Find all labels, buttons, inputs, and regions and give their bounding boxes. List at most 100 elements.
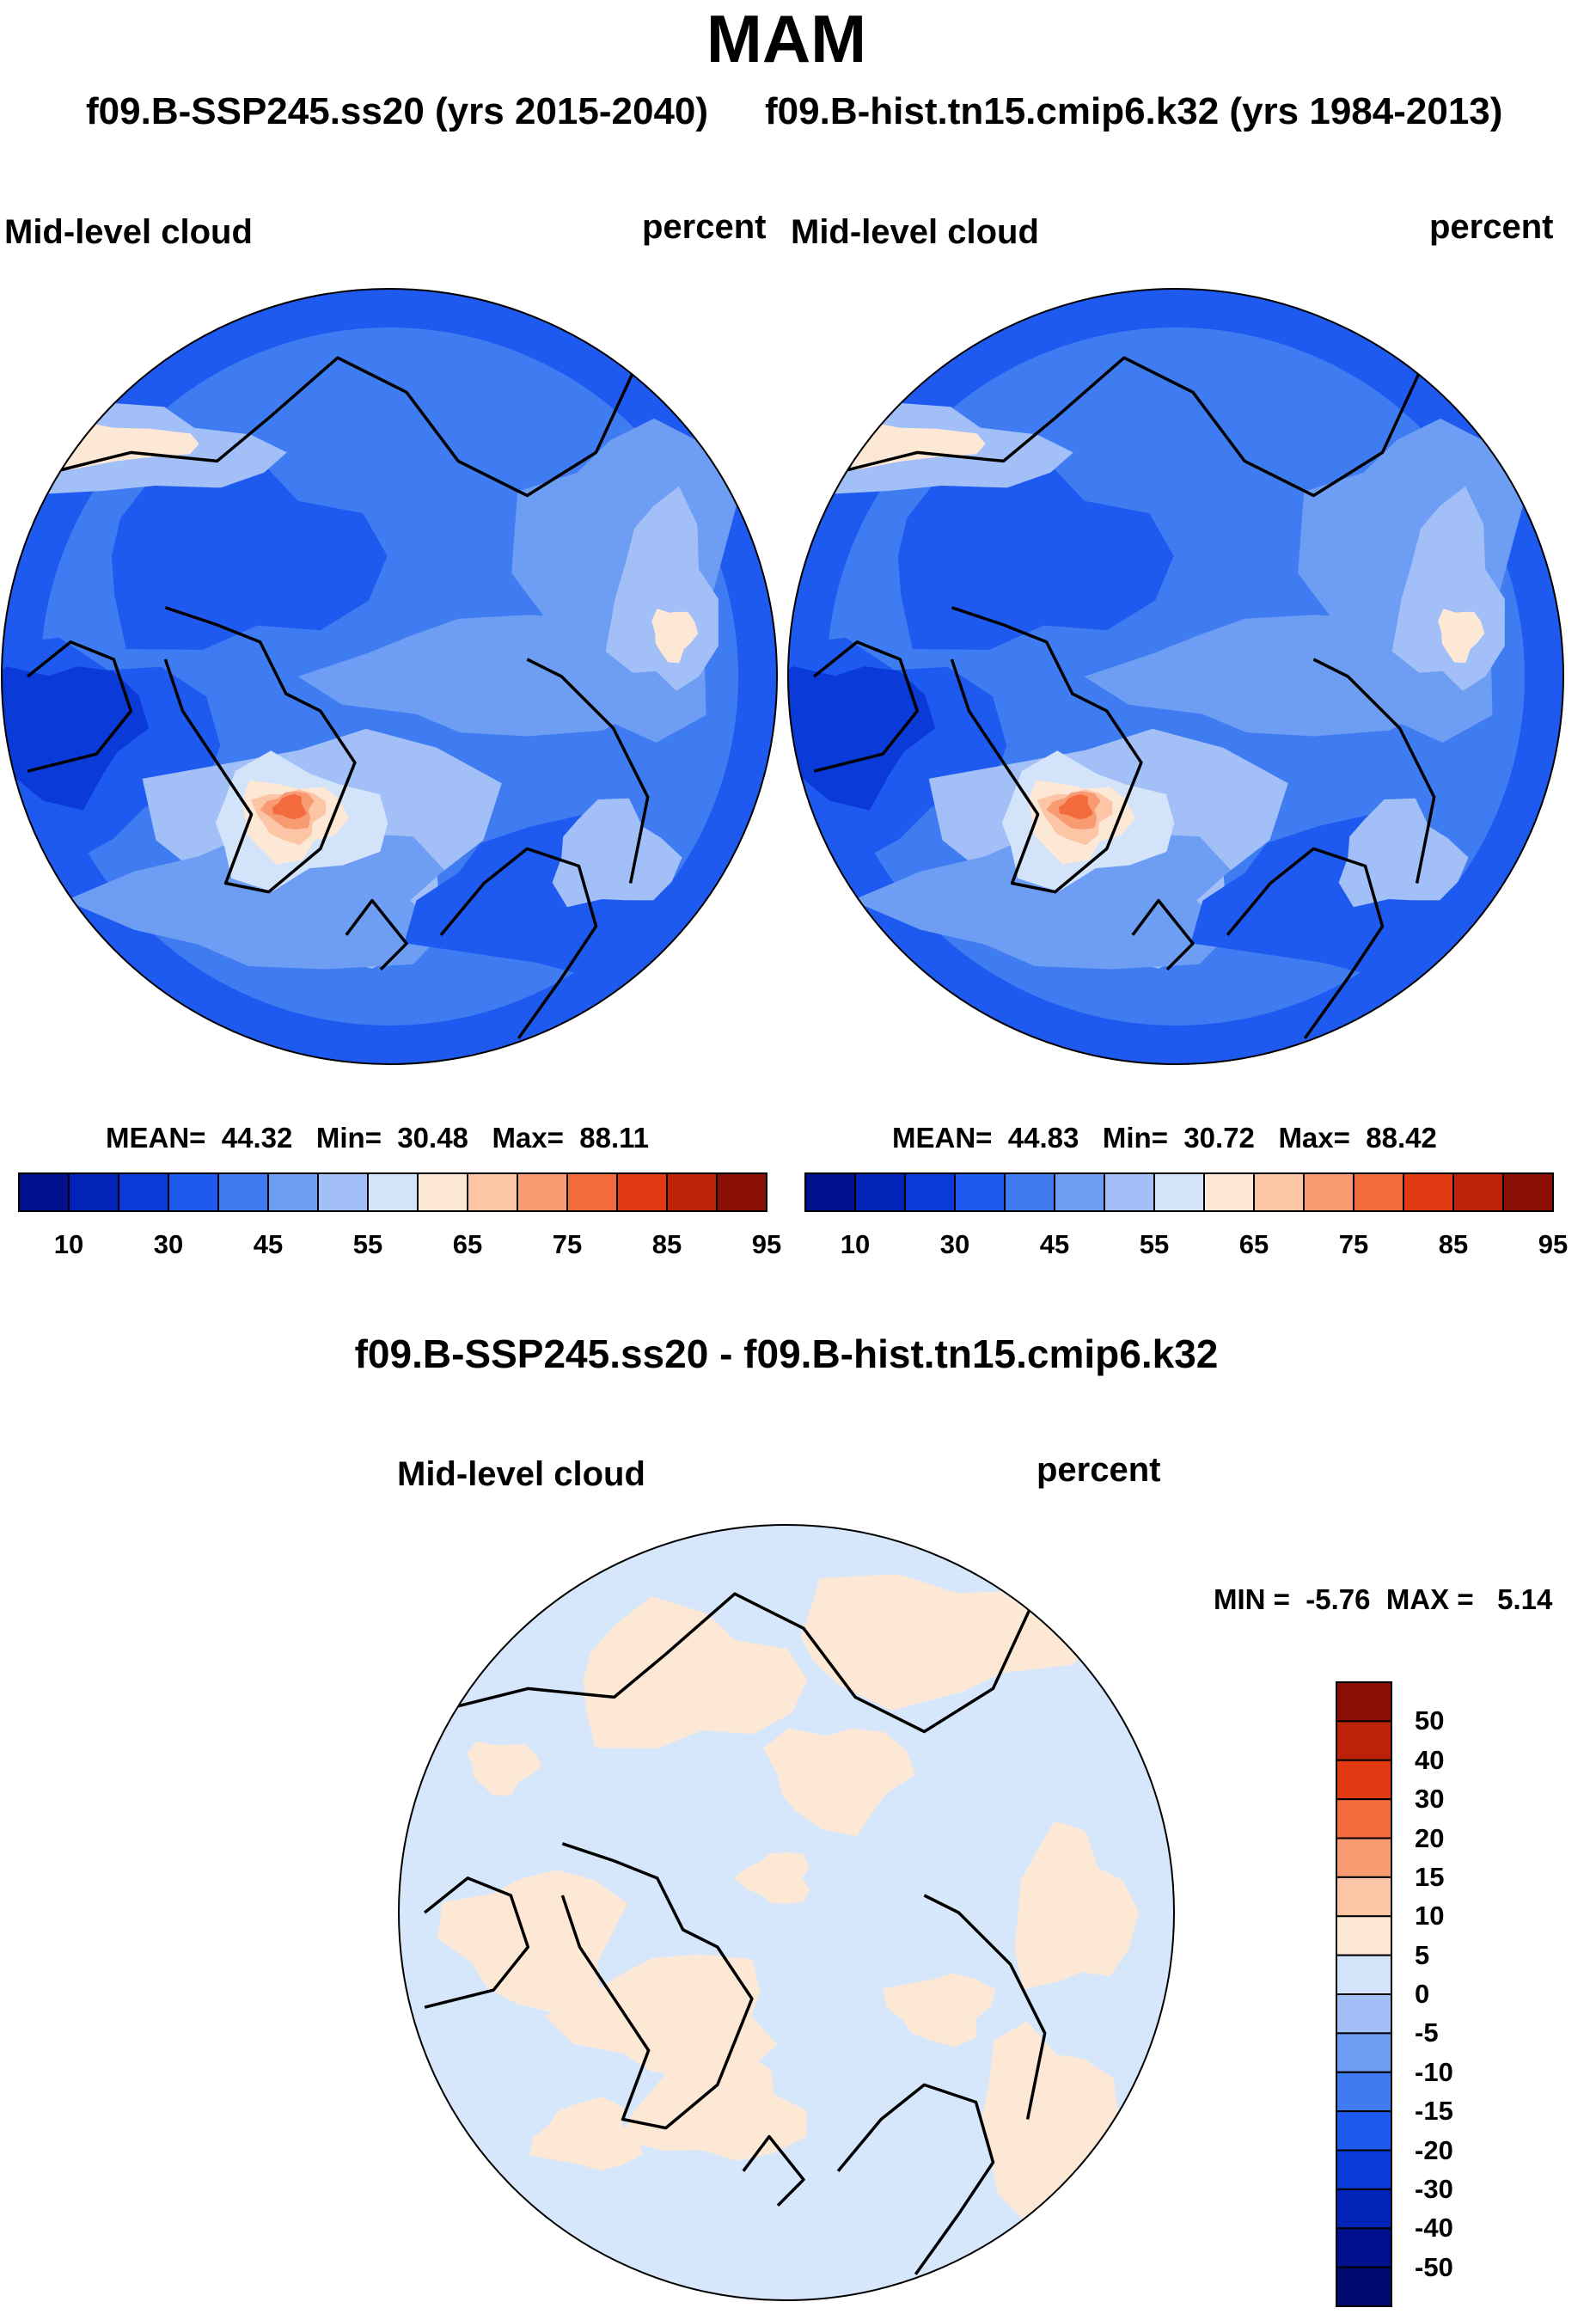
diff-colorbar-box-5 [1336,1876,1392,1918]
colorbar-label-4: 65 [1238,1229,1269,1259]
colorbar-label-2: 45 [253,1229,284,1259]
diff-colorbar-box-12 [1336,2149,1392,2190]
panel1-cloud-region-12 [552,798,682,908]
diff-colorbar-label-10: -15 [1415,2096,1453,2127]
diff-colorbar-label-4: 15 [1415,1861,1445,1892]
diff-colorbar-label-12: -30 [1415,2173,1453,2204]
diff-colorbar-label-7: 0 [1415,1979,1430,2009]
panel1-coastline-4 [526,658,650,884]
colorbar-label-3: 55 [352,1229,383,1259]
diff-colorbar-label-6: 5 [1415,1939,1430,1970]
colorbar-box-2 [904,1172,956,1212]
panel2-coastline-5 [1131,898,1195,971]
diff-colorbar-box-3 [1336,1798,1392,1840]
panel2-coastline-1 [950,606,1143,894]
diff-units-label: percent [1036,1451,1161,1489]
colorbar-box-10 [517,1172,568,1212]
panel2-min-label: Min= [1102,1122,1168,1154]
diff-max-value: 5.14 [1497,1583,1553,1615]
panel2-coastline-0 [813,340,1436,498]
colorbar-box-11 [1353,1172,1404,1212]
panel2-stats: MEAN= 44.83 Min= 30.72 Max= 88.42 [892,1122,1437,1154]
colorbar-box-14 [716,1172,767,1212]
panel1-coastline-2 [27,640,133,773]
colorbar-label-0: 10 [840,1229,871,1259]
colorbar-box-0 [804,1172,856,1212]
panel1-coastline-0 [27,340,650,498]
colorbar-box-13 [666,1172,718,1212]
colorbar-label-4: 65 [452,1229,483,1259]
diff-positive-region-9 [882,1973,996,2048]
diff-colorbar-box-4 [1336,1837,1392,1878]
panel2-cloud-region-0 [897,440,1174,650]
panel1-cloud-region-17 [272,794,307,820]
diff-colorbar-label-14: -50 [1415,2251,1453,2282]
colorbar-box-7 [367,1172,419,1212]
panel2-min-value: 30.72 [1183,1122,1255,1154]
diff-coastline-0 [424,1576,1047,1734]
panel2-coastline-2 [813,640,920,773]
colorbar-box-5 [1054,1172,1105,1212]
colorbar-box-12 [616,1172,668,1212]
diff-colorbar-label-2: 30 [1415,1784,1445,1815]
panel2-coastline-4 [1312,658,1436,884]
colorbar-box-12 [1403,1172,1454,1212]
case-header-right: f09.B-hist.tn15.cmip6.k32 (yrs 1984-2013… [765,90,1503,132]
colorbar-label-7: 95 [1538,1229,1568,1259]
diff-colorbar-box-8 [1336,1993,1392,2035]
colorbar-box-5 [267,1172,319,1212]
panel2-cloud-region-8 [1438,609,1485,664]
panel1-map-boundary [1,288,778,1065]
diff-colorbar [1336,1681,1392,2307]
diff-colorbar-box-13 [1336,2188,1392,2230]
panel2-mean-label: MEAN= [892,1122,993,1154]
diff-colorbar-box-11 [1336,2110,1392,2152]
panel2-mean-value: 44.83 [1007,1122,1079,1154]
diff-colorbar-box-2 [1336,1759,1392,1801]
diff-coastline-1 [560,1842,754,2130]
colorbar-label-3: 55 [1139,1229,1170,1259]
colorbar-label-6: 85 [651,1229,682,1259]
diff-colorbar-label-8: -5 [1415,2017,1439,2048]
colorbar-box-8 [1203,1172,1255,1212]
panel2-max-value: 88.42 [1366,1122,1437,1154]
diff-positive-region-11 [529,2097,643,2171]
panel2-cloud-region-10 [852,831,1232,970]
diff-coastline-2 [424,1876,530,2009]
colorbar-box-13 [1452,1172,1504,1212]
diff-coastline-3 [836,2083,995,2275]
diff-colorbar-box-9 [1336,2032,1392,2073]
diff-min-value: -5.76 [1306,1583,1371,1615]
colorbar-box-6 [1104,1172,1155,1212]
colorbar-box-2 [118,1172,169,1212]
panel2-variable-label: Mid-level cloud [791,213,1039,251]
panel1-cloud-region-4 [297,615,648,737]
colorbar-box-7 [1153,1172,1205,1212]
colorbar-label-0: 10 [53,1229,84,1259]
diff-positive-region-3 [437,1870,628,2014]
panel1-cloud-region-2 [2,666,150,811]
colorbar-label-1: 30 [939,1229,970,1259]
panel2-cloud-region-4 [1084,615,1434,737]
diff-colorbar-box-14 [1336,2227,1392,2268]
colorbar-box-3 [954,1172,1006,1212]
panel1-min-value: 30.48 [397,1122,468,1154]
colorbar-box-4 [1004,1172,1055,1212]
panel1-cloud-region-0 [111,440,388,650]
diff-map-boundary [398,1524,1175,2301]
panel1-mean-label: MEAN= [106,1122,206,1154]
panel1-max-value: 88.11 [579,1122,650,1154]
diff-positive-region-6 [1014,1821,1140,1990]
panel1-max-label: Max= [492,1122,564,1154]
diff-variable-label: Mid-level cloud [397,1455,645,1493]
panel2-cloud-region-2 [788,666,936,811]
colorbar-box-0 [18,1172,70,1212]
colorbar-box-10 [1303,1172,1354,1212]
case-header-left: f09.B-SSP245.ss20 (yrs 2015-2040) [86,90,709,132]
panel2-map-group [787,288,1564,1065]
colorbar-box-1 [68,1172,119,1212]
diff-positive-region-10 [733,1852,810,1904]
diff-colorbar-label-11: -20 [1415,2134,1453,2165]
colorbar-box-9 [1253,1172,1305,1212]
